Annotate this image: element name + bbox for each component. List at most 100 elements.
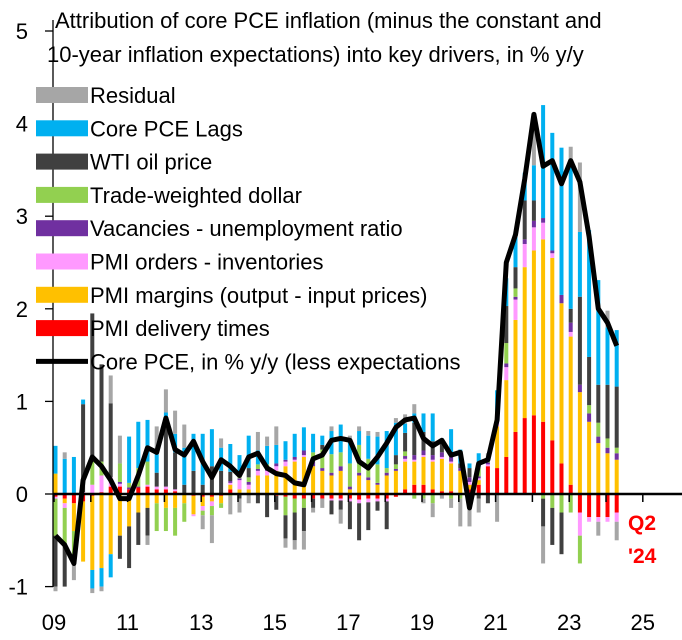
bar-segment-pmi-margins-output-input-prices — [375, 484, 380, 494]
bar-segment-core-pce-lags — [421, 413, 426, 432]
bar-segment-wti-oil-price — [412, 422, 417, 456]
bar-segment-core-pce-lags — [301, 427, 306, 451]
bar-segment-vacancies-unemployment-ratio — [329, 472, 334, 476]
bar-segment-wti-oil-price — [329, 500, 334, 515]
bar-segment-pmi-delivery-times — [449, 491, 454, 494]
bar-segment-wti-oil-price — [311, 498, 316, 508]
bar-segment-pmi-delivery-times — [320, 494, 325, 499]
bar-segment-pmi-orders-inventories — [449, 461, 454, 464]
bar-segment-wti-oil-price — [274, 495, 279, 510]
bar-segment-core-pce-lags — [559, 147, 564, 295]
legend-label: Trade-weighted dollar — [90, 183, 302, 208]
bar-segment-vacancies-unemployment-ratio — [301, 450, 306, 456]
bar-segment-residual — [614, 521, 619, 541]
bar-segment-wti-oil-price — [136, 512, 141, 545]
bar-segment-pmi-margins-output-input-prices — [467, 484, 472, 490]
bar-segment-pmi-margins-output-input-prices — [458, 470, 463, 494]
bar-segment-residual — [237, 498, 242, 513]
bar-segment-vacancies-unemployment-ratio — [467, 477, 472, 482]
bar-segment-wti-oil-price — [541, 498, 546, 527]
bar-segment-pmi-delivery-times — [200, 494, 205, 497]
y-tick-label: 0 — [16, 482, 28, 507]
bar-segment-wti-oil-price — [117, 535, 122, 559]
bar-segment-trade-weighted-dollar — [430, 494, 435, 504]
bar-segment-vacancies-unemployment-ratio — [439, 452, 444, 457]
bar-segment-pmi-delivery-times — [605, 494, 610, 518]
bar-segment-pmi-orders-inventories — [485, 464, 490, 467]
bar-segment-pmi-orders-inventories — [366, 498, 371, 503]
bar-segment-pmi-delivery-times — [614, 494, 619, 513]
bar-segment-residual — [209, 515, 214, 544]
bar-segment-pmi-orders-inventories — [476, 478, 481, 481]
bar-segment-vacancies-unemployment-ratio — [338, 466, 343, 471]
bar-segment-residual — [154, 426, 159, 455]
bar-segment-trade-weighted-dollar — [504, 343, 509, 364]
bar-segment-pmi-margins-output-input-prices — [117, 494, 122, 536]
chart-title-line-1: Attribution of core PCE inflation (minus… — [55, 8, 602, 33]
bar-segment-wti-oil-price — [550, 507, 555, 545]
bar-segment-vacancies-unemployment-ratio — [320, 468, 325, 471]
bar-segment-pmi-margins-output-input-prices — [357, 475, 362, 494]
bar-segment-pmi-delivery-times — [596, 494, 601, 518]
x-tick-label: 11 — [116, 610, 139, 635]
bar-segment-core-pce-lags — [292, 433, 297, 457]
bar-segment-trade-weighted-dollar — [614, 447, 619, 454]
bar-segment-core-pce-lags — [449, 429, 454, 453]
bar-segment-residual — [393, 418, 398, 423]
bar-segment-core-pce-lags — [513, 234, 518, 268]
bar-segment-wti-oil-price — [53, 535, 58, 587]
bar-segment-core-pce-lags — [182, 447, 187, 485]
bar-segment-pmi-margins-output-input-prices — [587, 421, 592, 494]
bar-segment-pmi-orders-inventories — [513, 299, 518, 320]
bar-segment-pmi-delivery-times — [163, 489, 168, 494]
bar-segment-trade-weighted-dollar — [292, 498, 297, 513]
bar-segment-vacancies-unemployment-ratio — [587, 413, 592, 422]
bar-segment-wti-oil-price — [292, 512, 297, 541]
bar-segment-pmi-delivery-times — [311, 494, 316, 499]
y-tick-label: 1 — [16, 389, 28, 414]
bar-segment-pmi-orders-inventories — [614, 512, 619, 522]
bar-segment-wti-oil-price — [163, 417, 168, 487]
bar-segment-core-pce-lags — [596, 280, 601, 385]
bar-segment-core-pce-lags — [550, 132, 555, 251]
bar-segment-residual — [366, 431, 371, 436]
bar-segment-pmi-margins-output-input-prices — [53, 473, 58, 494]
bar-segment-pmi-margins-output-input-prices — [163, 494, 168, 508]
bar-segment-pmi-margins-output-input-prices — [182, 494, 187, 504]
bar-segment-pmi-margins-output-input-prices — [495, 426, 500, 469]
bar-segment-vacancies-unemployment-ratio — [347, 486, 352, 490]
bar-segment-wti-oil-price — [182, 484, 187, 494]
bar-segment-wti-oil-price — [476, 494, 481, 499]
bar-segment-pmi-margins-output-input-prices — [366, 480, 371, 494]
bar-segment-pmi-margins-output-input-prices — [504, 380, 509, 457]
bar-segment-residual — [467, 498, 472, 527]
bar-segment-residual — [219, 438, 224, 448]
bar-segment-pmi-orders-inventories — [504, 367, 509, 381]
bar-segment-pmi-delivery-times — [577, 494, 582, 513]
bar-segment-residual — [311, 507, 316, 513]
bar-segment-pmi-orders-inventories — [117, 483, 122, 487]
bar-segment-pmi-delivery-times — [550, 440, 555, 494]
bar-segment-vacancies-unemployment-ratio — [596, 436, 601, 444]
bar-segment-residual — [329, 426, 334, 432]
bar-segment-pmi-delivery-times — [173, 491, 178, 494]
bar-segment-core-pce-lags — [430, 413, 435, 442]
bar-segment-residual — [577, 162, 582, 232]
chart-title: Attribution of core PCE inflation (minus… — [47, 8, 602, 67]
bar-segment-pmi-delivery-times — [62, 494, 67, 499]
bar-segment-pmi-margins-output-input-prices — [301, 456, 306, 494]
bar-segment-core-pce-lags — [320, 435, 325, 445]
bar-segment-residual — [283, 538, 288, 548]
bar-segment-core-pce-lags — [127, 436, 132, 483]
bar-segment-wti-oil-price — [191, 470, 196, 494]
bar-segment-wti-oil-price — [559, 512, 564, 555]
bar-segment-pmi-delivery-times — [467, 489, 472, 494]
core-pce-line — [53, 111, 620, 566]
bar-segment-pmi-orders-inventories — [163, 486, 168, 490]
bar-segment-wti-oil-price — [403, 432, 408, 452]
bar-segment-pmi-margins-output-input-prices — [320, 470, 325, 494]
bar-segment-pmi-delivery-times — [338, 494, 343, 499]
bar-segment-residual — [531, 112, 536, 166]
bar-segment-pmi-orders-inventories — [439, 456, 444, 459]
bar-segment-pmi-orders-inventories — [357, 499, 362, 504]
